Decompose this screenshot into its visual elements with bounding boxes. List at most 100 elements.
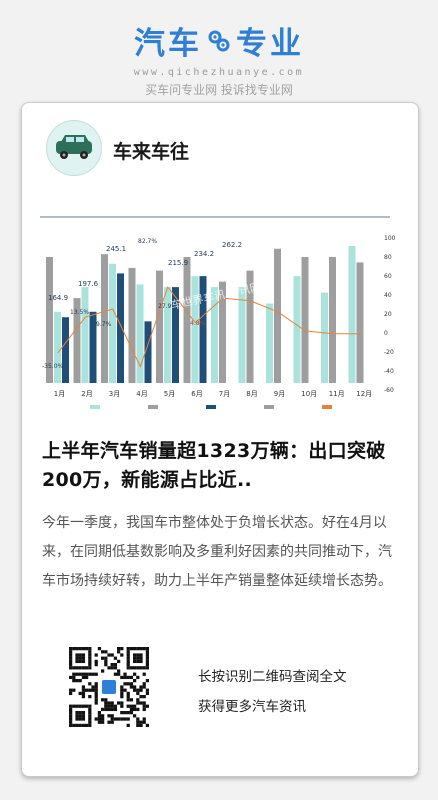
chart-line-label: 27.9% [158, 303, 177, 310]
qr-module [81, 647, 86, 651]
qr-module [94, 682, 98, 686]
qr-module [129, 698, 134, 702]
qr-module [145, 688, 149, 692]
brand-url: www.qichezhuanye.com [133, 67, 305, 78]
chart-legend-swatch [148, 405, 158, 409]
qr-module [145, 691, 149, 696]
qr-module [129, 647, 134, 651]
qr-module [113, 663, 118, 667]
qr-module [129, 711, 134, 715]
qr-module [136, 691, 140, 696]
chart-right-tick: 80 [384, 254, 392, 261]
qr-module [75, 714, 79, 718]
qr-module [136, 720, 140, 724]
qr-module [75, 647, 79, 651]
qr-module [145, 666, 149, 670]
chart-bar [238, 287, 246, 383]
qr-module [145, 653, 149, 657]
qr-module [139, 647, 143, 651]
chart-right-tick: 40 [384, 292, 392, 299]
qr-module [126, 656, 130, 660]
qr-module [113, 666, 118, 670]
qr-module [139, 685, 143, 689]
chart-bar [117, 273, 124, 383]
qr-module [104, 701, 108, 705]
qr-module [69, 666, 73, 670]
qr-module [126, 653, 130, 657]
qr-module [123, 711, 127, 715]
qr-code[interactable] [69, 647, 149, 727]
qr-module [136, 698, 140, 702]
qr-module [78, 653, 82, 657]
qr-module [145, 659, 149, 664]
qr-module [133, 707, 137, 712]
chart-bar [329, 256, 336, 383]
qr-subtitle: 获得更多汽车资讯 [198, 699, 306, 715]
qr-module [133, 653, 137, 657]
qr-module [81, 691, 86, 696]
qr-module [110, 717, 114, 721]
qr-module [75, 672, 79, 676]
qr-module [110, 714, 114, 718]
qr-module [142, 720, 146, 724]
sales-chart-image[interactable]: 1月 2月 3月 4月 5月 6月 7月 8月 9月 10月 11月 12月 164.9 197.6 245… [40, 216, 400, 412]
qr-module [126, 691, 130, 696]
qr-module [88, 714, 92, 718]
qr-module [120, 647, 124, 651]
chart-bar [46, 256, 53, 383]
chart-bar [266, 303, 273, 383]
author-name[interactable]: 车来车往 [113, 141, 190, 163]
qr-module [142, 666, 146, 670]
qr-module [69, 663, 73, 667]
qr-module [129, 707, 134, 712]
qr-module [69, 688, 73, 692]
chart-bar [164, 287, 171, 383]
chart-bar [348, 246, 356, 383]
qr-module [85, 704, 89, 708]
article-card[interactable]: 车来车往 1月 2月 3月 4月 5月 6月 7月 8月 9月 10月 11月 12月 164.9 197… [21, 102, 419, 777]
qr-module [129, 685, 134, 689]
qr-module [101, 656, 105, 660]
qr-module [145, 656, 149, 660]
chart-bar [274, 248, 281, 383]
chart-right-tick: -60 [384, 387, 394, 394]
qr-module [117, 669, 121, 673]
qr-module [142, 707, 146, 712]
qr-module [110, 701, 114, 705]
chart-x-tick: 11月 [329, 390, 345, 398]
chart-bar [172, 287, 179, 383]
qr-module [136, 707, 140, 712]
article-summary: 今年一季度，我国车市整体处于负增长状态。好在4月以来，在同期低基数影响及多重利好… [42, 515, 392, 589]
qr-module [69, 653, 73, 657]
chart-bar [356, 262, 364, 383]
chart-bar [219, 281, 226, 383]
chart-line-label: 4.8% [190, 320, 206, 327]
qr-instruction: 长按识别二维码查阅全文 [198, 669, 347, 685]
qr-module [94, 659, 98, 664]
article-headline[interactable]: 上半年汽车销量超1323万辆：出口突破200万，新能源占比近.. [42, 440, 386, 491]
qr-module [120, 717, 124, 721]
qr-module [72, 672, 76, 676]
qr-module [123, 688, 127, 692]
qr-module [88, 647, 92, 651]
qr-module [88, 653, 92, 657]
qr-module [85, 647, 89, 651]
qr-module [133, 685, 137, 689]
chart-bar [136, 284, 144, 383]
author-avatar[interactable] [46, 120, 102, 176]
qr-module [94, 695, 98, 699]
chart-bar [246, 270, 254, 383]
chart-bar [128, 267, 136, 383]
qr-module [75, 666, 79, 670]
chart-bar [156, 270, 163, 383]
qr-module [88, 663, 92, 667]
qr-module [139, 695, 143, 699]
qr-module [120, 695, 124, 699]
chart-bar [89, 311, 97, 383]
brand-header: 汽车 专业 www.qichezhuanye.com 买车问专业网 投诉找专业网 [0, 18, 438, 98]
chart-bar-label: 234.2 [194, 250, 214, 258]
qr-module [78, 714, 82, 718]
qr-module [97, 647, 102, 651]
qr-module [88, 711, 92, 715]
chart-right-tick: 60 [384, 273, 392, 280]
